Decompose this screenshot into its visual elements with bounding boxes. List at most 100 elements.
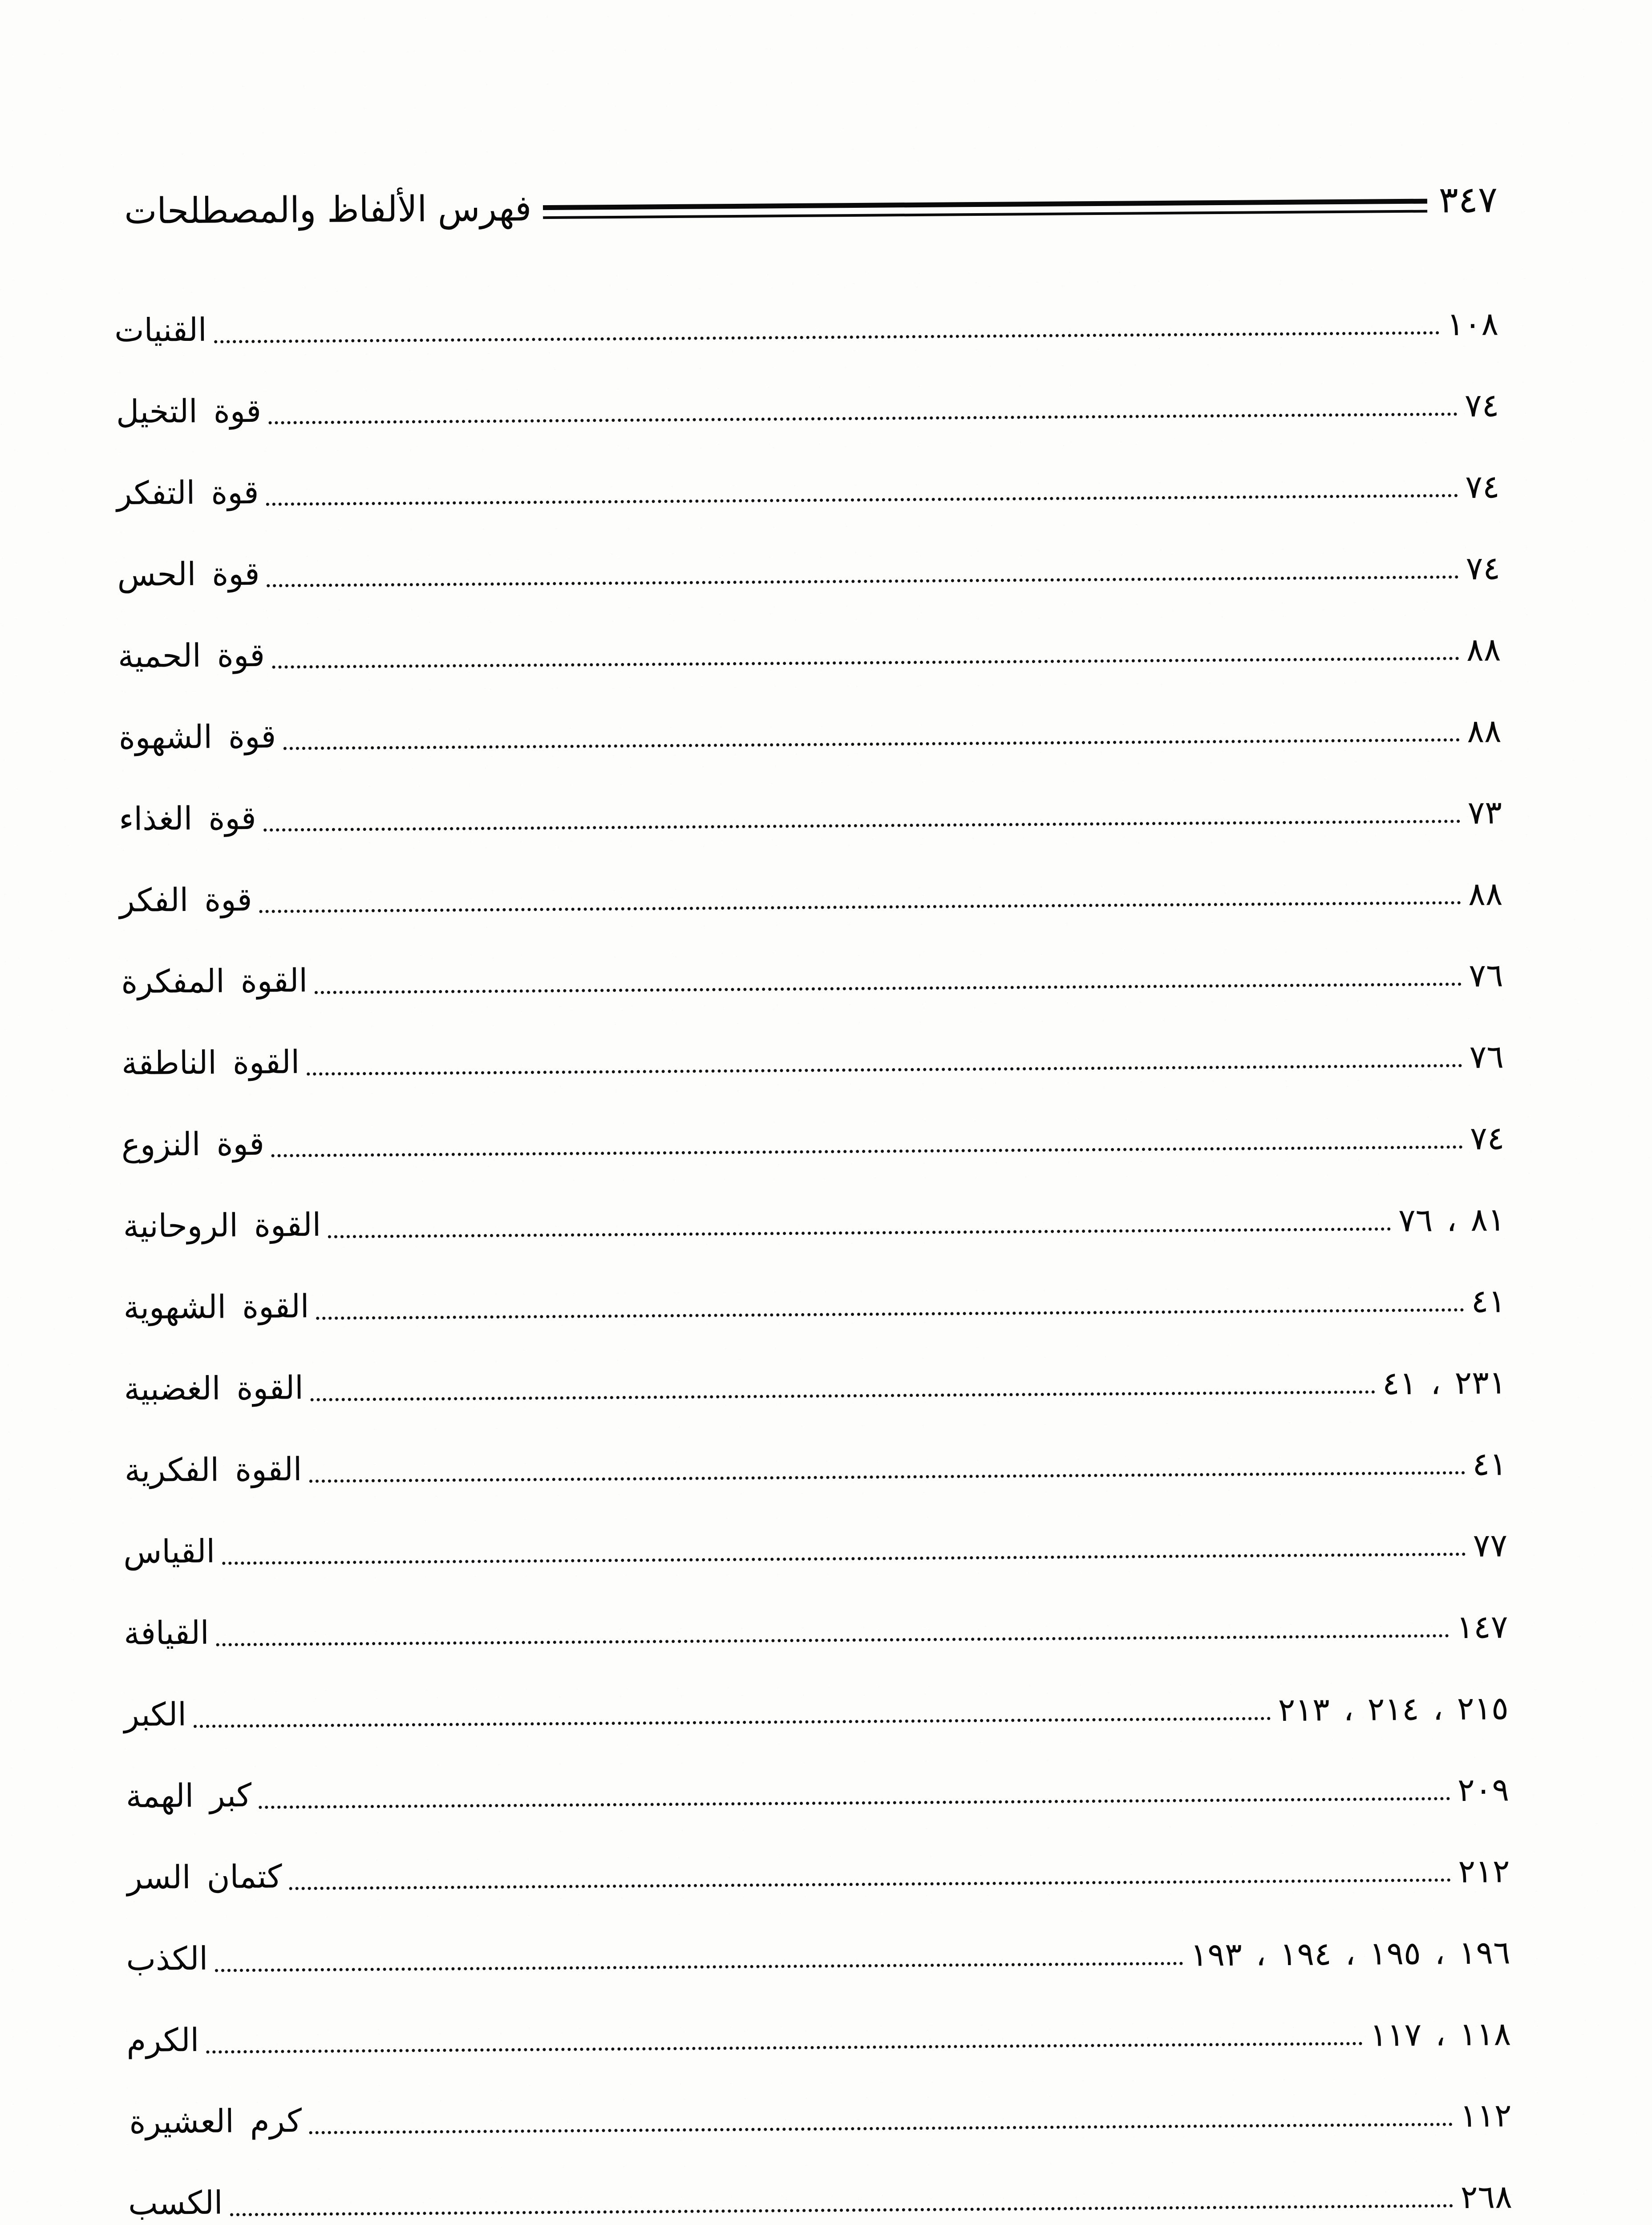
index-entry: القوة الناطقة ٧٦ (117, 995, 1504, 1087)
entry-term: قوة الشهوة (118, 717, 276, 756)
index-entry: قوة الشهوة ٨٨ (115, 669, 1502, 761)
entry-term: القوة الروحانية (123, 1206, 321, 1245)
entry-page-numbers: ٤١ (1471, 1282, 1506, 1320)
entry-page-numbers: ٧٤ (1465, 467, 1500, 506)
dot-leader (271, 1125, 1463, 1157)
entry-page-numbers: ١٤٧ (1456, 1607, 1508, 1646)
dot-leader (266, 473, 1458, 506)
entry-term: قوة التفكر (116, 473, 259, 512)
dot-leader (230, 2184, 1454, 2217)
entry-page-numbers: ١٩٦ ، ١٩٥ ، ١٩٤ ، ١٩٣ (1190, 1933, 1511, 1974)
dot-leader (222, 1532, 1466, 1565)
entry-page-numbers: ١١٨ ، ١١٧ (1369, 2015, 1511, 2054)
index-entry: قوة التخيل ٧٤ (113, 344, 1499, 435)
index-entry: قوة الغذاء ٧٣ (116, 751, 1502, 842)
entry-term: الكذب (126, 1939, 208, 1978)
index-entry: القيافة ١٤٧ (121, 1565, 1508, 1657)
entry-term: قوة الحمية (117, 636, 265, 675)
index-entry: القوة الغضبية ٢٣١ ، ٤١ (120, 1321, 1506, 1412)
dot-leader (310, 1370, 1376, 1402)
index-entry: الكرم ١١٨ ، ١١٧ (125, 1972, 1511, 2064)
dot-leader (258, 1776, 1451, 1809)
entry-page-numbers: ٨٨ (1466, 630, 1501, 668)
entry-term: القيافة (124, 1614, 209, 1652)
entry-term: قوة التخيل (116, 392, 262, 430)
entry-term: قوة النزوع (121, 1125, 265, 1163)
entry-term: القياس (123, 1532, 215, 1570)
entry-term: قوة الغذاء (119, 799, 256, 837)
entry-page-numbers: ٨٨ (1467, 712, 1502, 750)
index-entry: كتمان السر ٢١٢ (124, 1809, 1510, 1901)
dot-leader (328, 1207, 1392, 1238)
dot-leader (289, 1858, 1451, 1890)
entry-page-numbers: ٢١٥ ، ٢١٤ ، ٢١٣ (1278, 1689, 1509, 1728)
dot-leader (308, 2102, 1453, 2135)
entry-term: القوة الغضبية (124, 1368, 304, 1408)
entry-term: القوة الناطقة (121, 1043, 300, 1082)
header-rule-bottom (543, 210, 1427, 219)
index-entry: قوة النزوع ٧٤ (118, 1076, 1505, 1168)
index-entry: قوة الفكر ٨٨ (116, 832, 1503, 924)
entry-page-numbers: ١١٢ (1460, 2096, 1512, 2134)
dot-leader (259, 881, 1462, 913)
entry-term: القوة المفكرة (121, 961, 308, 1000)
entry-term: الكسب (128, 2184, 223, 2222)
entry-page-numbers: ١٠٨ (1446, 304, 1499, 343)
entry-page-numbers: ٧٤ (1466, 549, 1501, 587)
entry-term: كتمان السر (127, 1857, 283, 1896)
index-entry: قوة الحمية ٨٨ (114, 588, 1501, 680)
entry-term: القوة الفكرية (124, 1450, 302, 1489)
entry-term: قوة الفكر (119, 880, 252, 919)
entry-page-numbers: ٤١ (1472, 1444, 1507, 1483)
index-entry: القياس ٧٧ (121, 1484, 1507, 1575)
index-entry: القوة الفكرية ٤١ (121, 1402, 1507, 1494)
entry-term: القنيات (114, 311, 207, 349)
entry-page-numbers: ٢٠٩ (1457, 1770, 1510, 1808)
entry-page-numbers: ٨٨ (1468, 874, 1503, 913)
index-entry: الكسب ٢٦٨ (126, 2135, 1512, 2225)
index-entry: كبر الهمة ٢٠٩ (123, 1728, 1510, 1820)
dot-leader (267, 555, 1459, 587)
entry-page-numbers: ٧٦ (1469, 1037, 1504, 1076)
index-entry: القوة الروحانية ٨١ ، ٧٦ (119, 1158, 1506, 1250)
dot-leader (215, 1941, 1183, 1972)
header-rule-top (543, 198, 1427, 210)
index-entry: القنيات ١٠٨ (112, 262, 1498, 354)
index-entry: الكبر ٢١٥ ، ٢١٤ ، ٢١٣ (122, 1646, 1509, 1738)
dot-leader (263, 799, 1461, 832)
entry-page-numbers: ٢١٢ (1458, 1852, 1510, 1890)
entry-term: كرم العشيرة (129, 2101, 302, 2140)
index-entry: القوة الشهوية ٤١ (119, 1239, 1506, 1331)
dot-leader (314, 962, 1462, 994)
page-title: فهرس الألفاظ والمصطلحات (124, 187, 532, 232)
page-header: فهرس الألفاظ والمصطلحات ٣٤٧ (111, 168, 1498, 245)
entry-page-numbers: ٧٧ (1473, 1526, 1508, 1564)
index-entry: الكذب ١٩٦ ، ١٩٥ ، ١٩٤ ، ١٩٣ (124, 1891, 1510, 1982)
entry-page-numbers: ٧٤ (1464, 386, 1499, 424)
dot-leader (268, 392, 1458, 425)
entry-term: الكبر (124, 1695, 187, 1733)
dot-leader (214, 311, 1440, 344)
entry-term: القوة الشهوية (123, 1287, 309, 1326)
index-entry: قوة التفكر ٧٤ (113, 425, 1500, 517)
dot-leader (206, 2021, 1363, 2054)
entry-page-numbers: ٧٤ (1470, 1119, 1505, 1157)
entry-term: الكرم (126, 2021, 199, 2059)
dot-leader (216, 1614, 1450, 1646)
entry-term: كبر الهمة (126, 1776, 252, 1815)
entry-page-numbers: ٢٦٨ (1460, 2177, 1513, 2216)
entry-page-numbers: ٧٣ (1467, 793, 1502, 831)
dot-leader (283, 718, 1460, 750)
dot-leader (193, 1696, 1271, 1728)
header-double-rule (543, 196, 1427, 221)
index-entry-list: القنيات ١٠٨ قوة التخيل ٧٤ قوة التفكر ٧٤ قوة ال… (112, 262, 1513, 2225)
entry-term: قوة الحس (117, 554, 260, 593)
index-entry: كرم العشيرة ١١٢ (126, 2054, 1512, 2145)
entry-page-numbers: ٧٦ (1469, 956, 1503, 994)
dot-leader (309, 1451, 1466, 1483)
index-entry: قوة الحس ٧٤ (114, 506, 1500, 598)
dot-leader (316, 1288, 1464, 1320)
entry-page-numbers: ٢٣١ ، ٤١ (1382, 1363, 1506, 1402)
